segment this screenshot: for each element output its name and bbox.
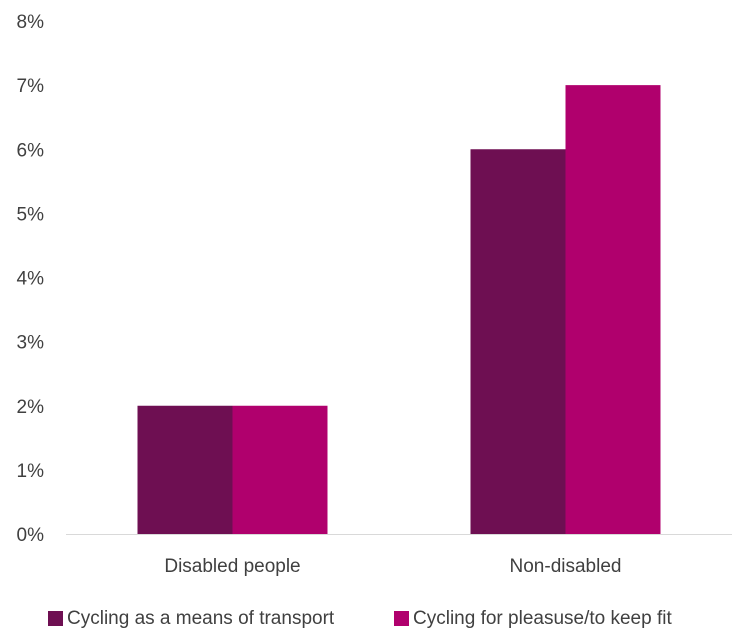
legend: Cycling as a means of transport Cycling f… (48, 608, 672, 629)
bar-pleasure-1 (565, 85, 661, 534)
y-tick-label: 1% (17, 461, 45, 482)
legend-swatch (394, 611, 409, 626)
x-category-label: Disabled people (164, 556, 300, 577)
y-tick-label: 6% (17, 140, 45, 161)
x-category-label: Non-disabled (510, 556, 622, 577)
y-tick-label: 2% (17, 397, 45, 418)
y-tick-label: 4% (17, 269, 45, 290)
bar-transport-1 (470, 149, 566, 534)
bars (137, 85, 661, 534)
y-tick-label: 0% (17, 525, 45, 546)
bar-pleasure-0 (232, 405, 328, 534)
y-tick-label: 7% (17, 76, 45, 97)
y-tick-label: 5% (17, 204, 45, 225)
y-tick-label: 8% (17, 12, 45, 33)
legend-swatch (48, 611, 63, 626)
y-axis-ticks: 0% 1% 2% 3% 4% 5% 6% 7% 8% (17, 12, 45, 546)
bar-transport-0 (137, 405, 233, 534)
legend-label: Cycling as a means of transport (67, 608, 335, 629)
legend-label: Cycling for pleasuse/to keep fit (413, 608, 672, 629)
y-tick-label: 3% (17, 333, 45, 354)
x-axis-labels: Disabled people Non-disabled (164, 556, 621, 577)
